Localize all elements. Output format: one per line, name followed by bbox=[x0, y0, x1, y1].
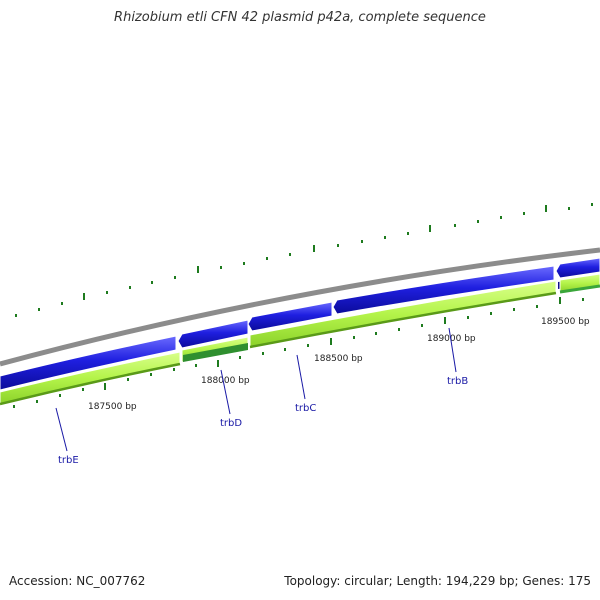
gene-label-trbC[interactable]: trbC bbox=[295, 403, 316, 414]
cds-feature bbox=[177, 319, 249, 349]
sequence-summary: Topology: circular; Length: 194,229 bp; … bbox=[284, 574, 591, 588]
ruler-label-189500: 189500 bp bbox=[541, 317, 590, 327]
leader-line-trbC bbox=[296, 354, 306, 400]
cds-feature bbox=[555, 257, 600, 279]
ruler-label-189000: 189000 bp bbox=[427, 334, 476, 344]
cds-feature bbox=[0, 335, 177, 391]
sequence-backbone bbox=[0, 247, 600, 367]
ruler-label-187500: 187500 bp bbox=[88, 402, 137, 412]
outer-ticks bbox=[15, 203, 593, 317]
cds-feature bbox=[247, 301, 333, 332]
inner-ticks bbox=[13, 297, 584, 408]
accession-text: Accession: NC_007762 bbox=[9, 574, 146, 588]
gene-track bbox=[0, 273, 600, 406]
ruler-label-188500: 188500 bp bbox=[314, 354, 363, 364]
gene-label-trbB[interactable]: trbB bbox=[447, 376, 468, 387]
leader-line-trbE bbox=[55, 407, 68, 452]
gene-feature-dark bbox=[183, 343, 248, 362]
gene-leader-lines bbox=[55, 327, 457, 452]
gene-label-trbE[interactable]: trbE bbox=[58, 455, 79, 466]
map-title: Rhizobium etli CFN 42 plasmid p42a, comp… bbox=[114, 10, 486, 25]
ruler-label-188000: 188000 bp bbox=[201, 376, 250, 386]
cds-feature bbox=[332, 265, 555, 315]
leader-line-trbD bbox=[220, 369, 231, 415]
leader-line-trbB bbox=[448, 327, 457, 373]
gene-label-trbD[interactable]: trbD bbox=[220, 418, 242, 429]
